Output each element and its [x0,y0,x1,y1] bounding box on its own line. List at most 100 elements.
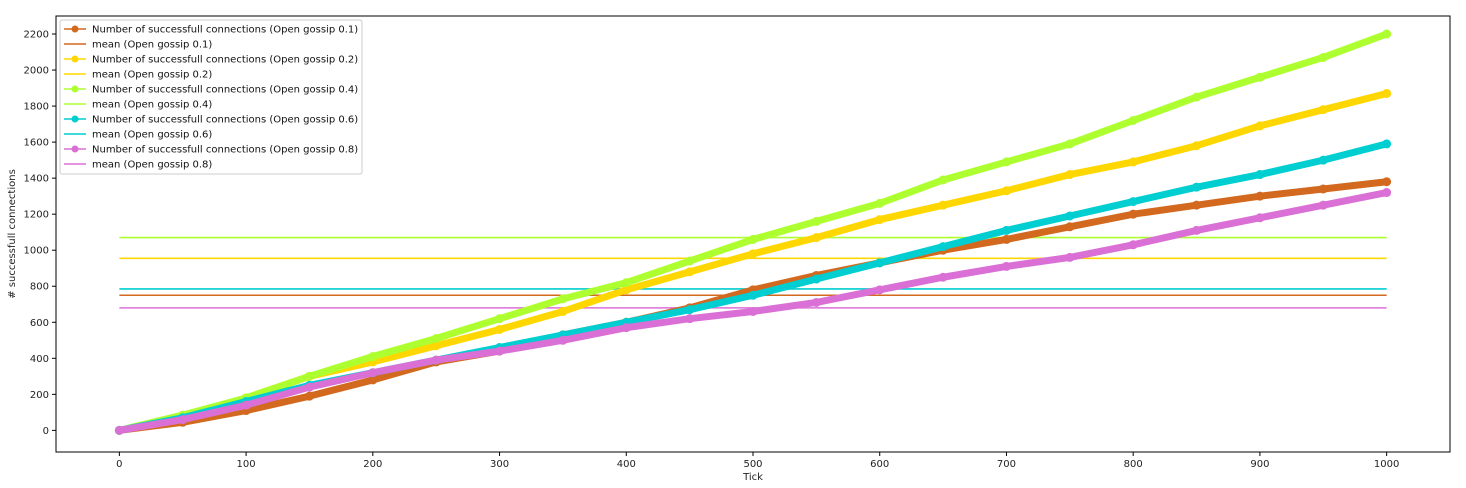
data-point [748,234,758,244]
data-point [1001,234,1011,244]
data-series [114,188,1392,435]
legend-entry: Number of successfull connections (Open … [92,85,358,96]
legend-marker [71,145,79,153]
data-point [431,333,441,343]
x-tick-label: 100 [237,459,256,470]
legend: Number of successfull connections (Open … [59,19,363,175]
data-point [938,175,948,185]
data-point [938,242,948,252]
data-point [875,285,885,295]
data-point [1065,139,1075,149]
data-point [811,216,821,226]
data-point [495,324,505,334]
data-point [1382,88,1392,98]
y-tick-label: 400 [30,354,49,365]
data-point [304,391,314,401]
x-tick-label: 400 [617,459,636,470]
y-axis-label: # successfull connections [7,169,18,299]
data-point [621,323,631,333]
data-point [241,400,251,410]
y-tick-label: 1400 [24,174,49,185]
data-point [1065,170,1075,180]
legend-marker [71,55,79,63]
legend-entry: Number of successfull connections (Open … [92,25,358,36]
legend-frame [59,19,363,175]
data-point [1192,141,1202,151]
x-tick-label: 900 [1250,459,1269,470]
x-axis-label: Tick [742,472,763,483]
y-tick-label: 600 [30,318,49,329]
data-point [1065,211,1075,221]
data-point [875,198,885,208]
x-tick-label: 600 [870,459,889,470]
data-point [1001,261,1011,271]
data-point [368,352,378,362]
data-point [621,278,631,288]
data-point [1065,222,1075,232]
data-point [1318,155,1328,165]
data-point [1318,105,1328,115]
data-point [1382,29,1392,39]
data-point [938,272,948,282]
data-point [748,306,758,316]
legend-entry: Number of successfull connections (Open … [92,115,358,126]
data-point [1128,197,1138,207]
data-point [558,306,568,316]
y-tick-label: 0 [43,426,49,437]
data-point [875,258,885,268]
data-point [304,382,314,392]
legend-entry: mean (Open gossip 0.6) [92,130,212,141]
data-point [1192,92,1202,102]
data-point [495,346,505,356]
data-point [178,415,188,425]
data-point [558,335,568,345]
legend-entry: mean (Open gossip 0.8) [92,160,212,171]
legend-marker [71,115,79,123]
data-point [1128,240,1138,250]
data-point [1255,191,1265,201]
data-point [1255,213,1265,223]
data-point [431,355,441,365]
y-tick-label: 800 [30,282,49,293]
data-point [558,294,568,304]
data-point [1318,52,1328,62]
data-point [685,305,695,315]
y-tick-label: 1800 [24,102,49,113]
data-point [1001,186,1011,196]
data-point [114,425,124,435]
legend-entry: mean (Open gossip 0.2) [92,70,212,81]
data-point [875,215,885,225]
data-point [1255,72,1265,82]
data-point [1382,188,1392,198]
data-point [685,267,695,277]
data-point [1255,121,1265,131]
x-tick-label: 700 [997,459,1016,470]
legend-marker [71,25,79,33]
data-point [1128,157,1138,167]
data-point [621,285,631,295]
data-point [304,371,314,381]
data-point [1192,225,1202,235]
data-point [1128,115,1138,125]
x-tick-label: 0 [116,459,122,470]
data-point [748,290,758,300]
axis-ticks: 0 100 200 300 400 500 600 700 800 900 1000 0 200 400 6… [24,30,1400,470]
y-tick-label: 2000 [24,66,49,77]
data-point [368,375,378,385]
data-point [1192,200,1202,210]
legend-marker [71,85,79,93]
y-tick-label: 200 [30,390,49,401]
legend-entry: Number of successfull connections (Open … [92,55,358,66]
data-point [938,200,948,210]
data-point [1318,200,1328,210]
series-markers [114,29,1392,435]
x-tick-label: 500 [743,459,762,470]
data-point [811,297,821,307]
data-point [811,233,821,243]
y-tick-label: 2200 [24,30,49,41]
legend-entry: mean (Open gossip 0.4) [92,100,212,111]
data-point [1065,252,1075,262]
x-tick-label: 1000 [1374,459,1399,470]
data-point [685,256,695,266]
